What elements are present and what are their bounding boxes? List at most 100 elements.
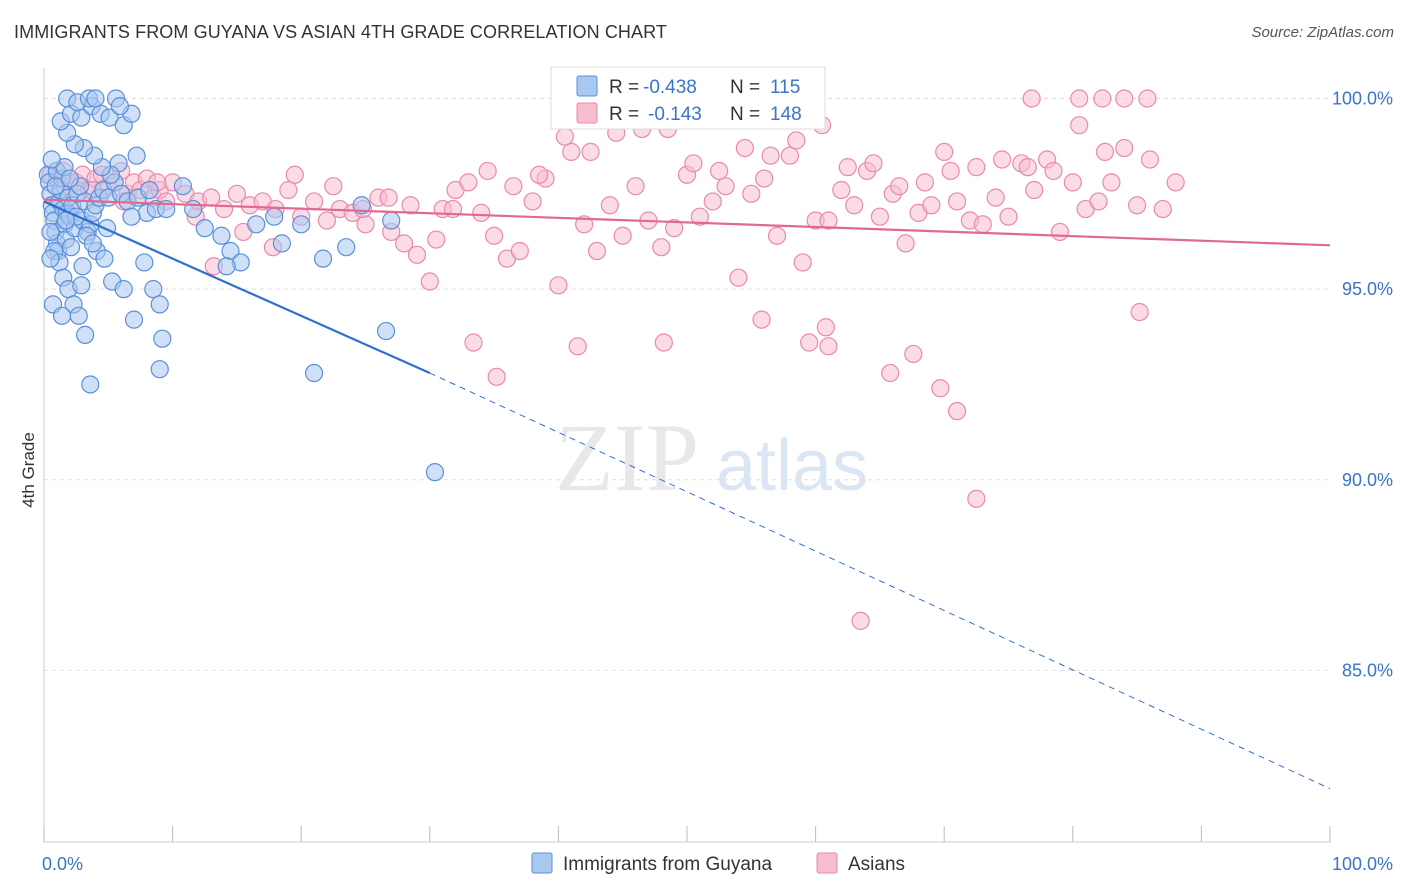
- asian-point: [523, 192, 542, 211]
- x-tick-label: 0.0%: [42, 854, 83, 874]
- guyana-point: [76, 325, 95, 344]
- y-tick-label: 100.0%: [1332, 89, 1393, 109]
- guyana-point: [73, 257, 92, 276]
- guyana-point: [95, 249, 114, 268]
- y-tick-label: 85.0%: [1342, 660, 1393, 680]
- legend-guyana-r-label: R =: [609, 77, 639, 98]
- asian-point: [317, 211, 337, 230]
- guyana-point: [83, 234, 102, 253]
- y-axis-label: 4th Grade: [19, 432, 38, 508]
- asian-point: [819, 337, 838, 356]
- grid-lines: [44, 98, 1330, 671]
- guyana-points: [38, 89, 445, 482]
- asian-point: [1044, 161, 1063, 181]
- guyana-point: [382, 211, 401, 230]
- guyana-point: [337, 238, 356, 257]
- source-label: Source: ZipAtlas.com: [1251, 24, 1394, 41]
- asian-point: [819, 211, 838, 230]
- asian-point: [890, 177, 909, 196]
- legend-asian-swatch: [576, 102, 598, 124]
- asian-point: [845, 196, 864, 215]
- asian-point: [279, 180, 298, 200]
- asian-point: [864, 154, 883, 173]
- guyana-point: [41, 249, 60, 268]
- asian-point: [227, 184, 246, 203]
- asian-point: [1093, 89, 1112, 108]
- asian-point: [1063, 173, 1082, 192]
- asian-point: [626, 177, 645, 196]
- asian-point: [838, 158, 857, 177]
- asian-point: [935, 142, 954, 161]
- asian-point: [420, 272, 439, 291]
- asian-point: [613, 226, 632, 245]
- asian-point: [665, 219, 684, 238]
- asian-point: [986, 188, 1005, 207]
- x-tick-labels: 0.0% 100.0%: [42, 854, 1393, 874]
- legend-guyana-r-value: -0.438: [643, 77, 697, 98]
- guyana-point: [72, 276, 91, 295]
- guyana-point: [184, 199, 203, 219]
- legend-asian-n-value: 148: [770, 104, 802, 125]
- asian-point: [1130, 302, 1149, 322]
- guyana-point: [97, 219, 117, 238]
- asian-point: [575, 215, 594, 234]
- asian-point: [787, 131, 806, 150]
- guyana-point: [173, 177, 192, 196]
- guyana-point: [212, 226, 231, 245]
- asian-point: [464, 333, 483, 352]
- asian-point: [755, 169, 774, 188]
- guyana-point: [100, 108, 119, 127]
- asian-point: [549, 276, 568, 295]
- guyana-point: [124, 310, 144, 329]
- guyana-point: [144, 280, 163, 299]
- asian-point: [654, 333, 673, 352]
- legend-guyana-swatch: [576, 75, 598, 97]
- asian-point: [870, 207, 890, 226]
- asian-point: [967, 489, 986, 508]
- asian-point: [1018, 158, 1037, 177]
- bottom-legend: Immigrants from Guyana Asians: [531, 852, 905, 875]
- asian-point: [555, 127, 574, 146]
- y-tick-label: 90.0%: [1342, 470, 1393, 490]
- asian-point: [1115, 138, 1134, 158]
- guyana-point: [110, 97, 129, 116]
- watermark-atlas: atlas: [716, 426, 868, 506]
- guyana-point: [292, 215, 311, 234]
- asian-point: [999, 207, 1018, 226]
- bottom-legend-guyana-swatch: [531, 852, 553, 874]
- asian-point: [742, 184, 761, 203]
- guyana-point: [304, 363, 324, 383]
- asian-point: [752, 310, 771, 329]
- asian-point: [407, 245, 427, 264]
- asian-point: [214, 199, 234, 219]
- asian-point: [652, 238, 671, 257]
- asian-point: [761, 146, 780, 165]
- asian-point: [1095, 142, 1115, 161]
- watermark: ZIP atlas: [555, 404, 868, 511]
- legend-asian-r-label: R =: [609, 104, 639, 125]
- asian-point: [394, 234, 414, 253]
- asian-point: [510, 241, 529, 261]
- guyana-point: [86, 89, 105, 108]
- top-legend: R = -0.438 N = 115 R = -0.143 N = 148: [550, 66, 826, 130]
- guyana-point: [127, 146, 146, 165]
- legend-asian-n-label: N =: [730, 104, 760, 125]
- guyana-point: [69, 306, 88, 325]
- guyana-point: [217, 257, 236, 276]
- asian-point: [581, 142, 600, 161]
- asian-point: [780, 146, 799, 165]
- asian-point: [478, 161, 497, 181]
- asian-point: [716, 177, 735, 196]
- asian-point: [1153, 199, 1172, 219]
- asian-point: [1140, 150, 1160, 169]
- watermark-zip: ZIP: [555, 404, 699, 511]
- asian-point: [816, 318, 835, 337]
- guyana-point: [135, 253, 154, 272]
- guyana-trend-extension: [429, 372, 1331, 790]
- asian-point: [1138, 89, 1157, 108]
- bottom-legend-guyana-label: Immigrants from Guyana: [563, 854, 772, 875]
- asian-points: [41, 89, 1185, 630]
- guyana-point: [81, 375, 100, 394]
- asian-point: [703, 192, 722, 211]
- guyana-point: [52, 306, 72, 325]
